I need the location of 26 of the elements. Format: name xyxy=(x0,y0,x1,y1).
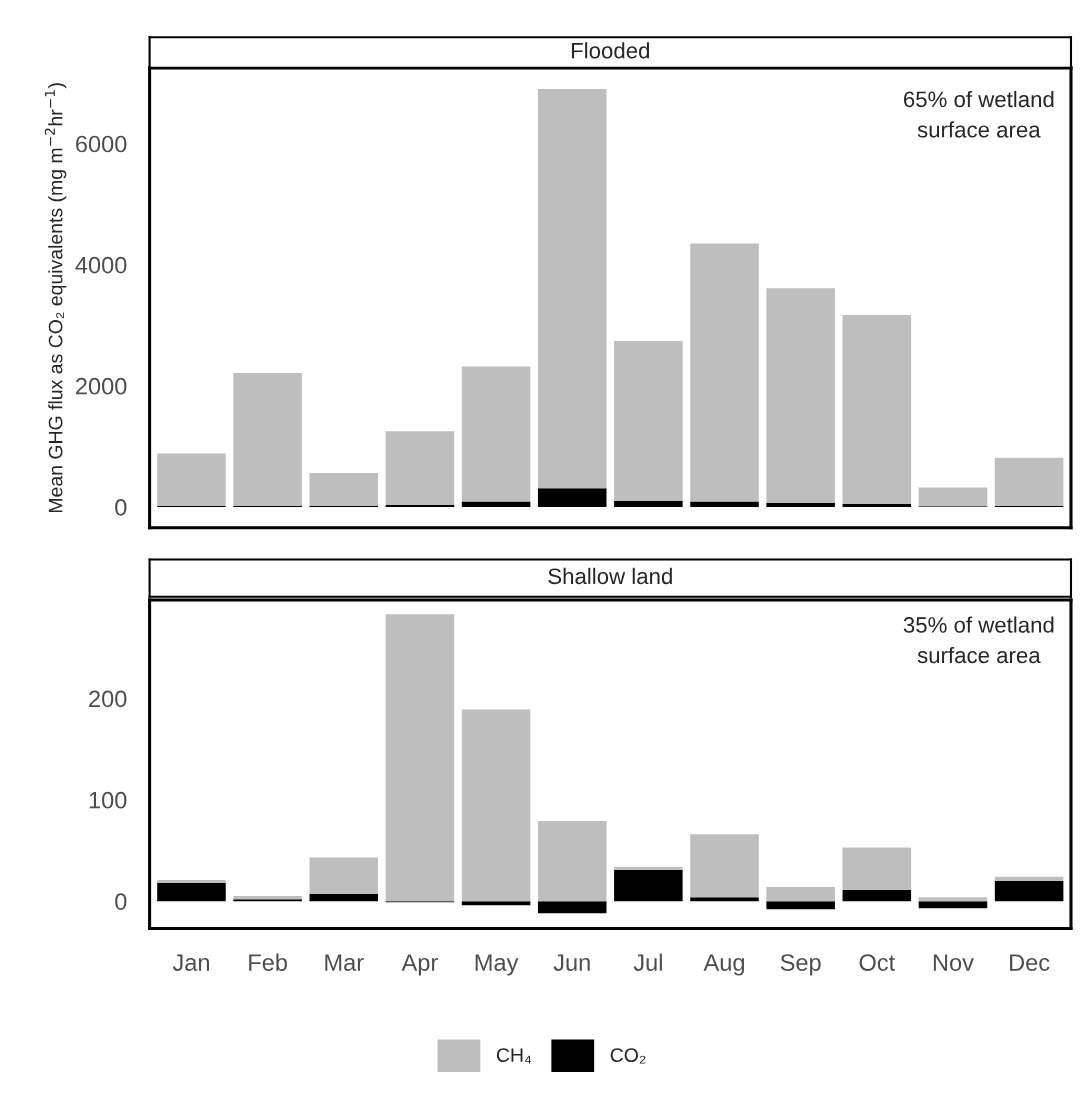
y-tick-label: 4000 xyxy=(75,256,127,274)
x-tick-label: Dec xyxy=(1010,954,1050,971)
x-tick-label: Jun xyxy=(553,954,590,971)
chart-title: Shallow land xyxy=(548,567,672,585)
y-axis-title: Mean GHG flux as CO₂ equivalents (mg m$^{−2}$hr$^{−1}$) xyxy=(44,83,67,513)
x-tick-label: May xyxy=(475,954,519,976)
annotation: 65% of wetland surface area xyxy=(904,90,1054,138)
y-tick-label: 100 xyxy=(89,791,127,809)
x-tick-label: Jan xyxy=(172,954,209,971)
legend-label: CO₂ xyxy=(610,1048,646,1064)
x-tick-label: Nov xyxy=(933,954,974,971)
y-tick-label: 200 xyxy=(89,690,127,708)
x-tick-label: Mar xyxy=(325,954,364,971)
x-tick-label: Sep xyxy=(780,954,821,976)
y-tick-label: 0 xyxy=(115,893,127,910)
x-tick-label: Aug xyxy=(703,954,744,976)
x-tick-label: Jul xyxy=(633,953,662,971)
annotation: 35% of wetland surface area xyxy=(903,616,1054,664)
y-tick-label: 0 xyxy=(115,498,127,516)
x-tick-label: Apr xyxy=(401,954,438,976)
x-tick-label: Feb xyxy=(249,953,287,971)
x-tick-label: Oct xyxy=(859,954,895,971)
y-tick-label: 2000 xyxy=(76,377,127,395)
chart-title: Flooded xyxy=(571,42,650,59)
y-tick-label: 6000 xyxy=(76,135,127,153)
legend-label: CH₄ xyxy=(496,1048,532,1064)
